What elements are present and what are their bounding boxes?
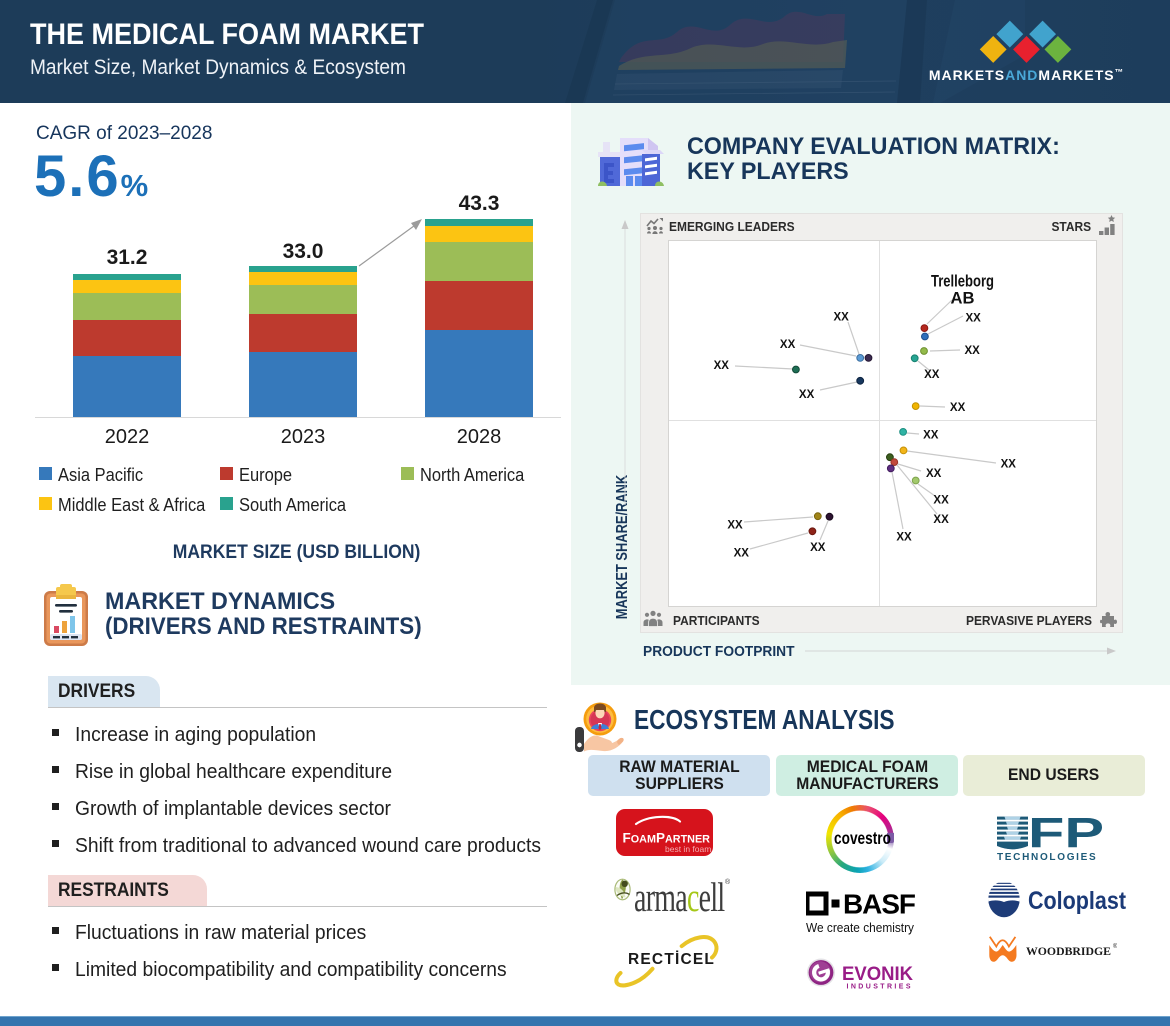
- svg-text:TECHNOLOGIES: TECHNOLOGIES: [997, 852, 1097, 862]
- svg-text:XX: XX: [780, 339, 796, 351]
- svg-text:Trelleborg: Trelleborg: [931, 272, 994, 291]
- svg-text:FP: FP: [1028, 814, 1104, 858]
- svg-text:BASF: BASF: [843, 889, 916, 920]
- svg-text:AB: AB: [951, 289, 975, 308]
- svg-text:RECTİCEL: RECTİCEL: [628, 951, 715, 968]
- svg-text:XX: XX: [834, 311, 850, 323]
- svg-text:XX: XX: [810, 542, 826, 554]
- svg-text:XX: XX: [965, 345, 981, 357]
- svg-text:XX: XX: [950, 402, 966, 414]
- svg-text:MARKETSANDMARKETS™: MARKETSANDMARKETS™: [929, 67, 1123, 83]
- svg-text:XX: XX: [933, 495, 949, 507]
- svg-text:XX: XX: [727, 520, 743, 532]
- svg-text:We create chemistry: We create chemistry: [806, 920, 914, 935]
- svg-text:XX: XX: [924, 369, 940, 381]
- svg-text:XX: XX: [923, 429, 939, 441]
- svg-text:best in foam: best in foam: [665, 844, 711, 854]
- svg-text:®: ®: [725, 878, 730, 886]
- svg-text:EVONIK: EVONIK: [842, 963, 913, 985]
- svg-text:FOAMPARTNER: FOAMPARTNER: [623, 831, 711, 846]
- svg-text:XX: XX: [714, 360, 730, 372]
- svg-text:XX: XX: [926, 468, 942, 480]
- svg-text:®: ®: [1113, 943, 1117, 950]
- svg-text:XX: XX: [799, 389, 815, 401]
- svg-text:XX: XX: [896, 532, 912, 544]
- svg-text:XX: XX: [1001, 459, 1017, 471]
- svg-text:XX: XX: [966, 312, 982, 324]
- svg-text:armacell: armacell: [634, 875, 725, 917]
- svg-text:INDUSTRIES: INDUSTRIES: [847, 984, 913, 991]
- svg-text:XX: XX: [734, 547, 750, 559]
- svg-text:Coloplast: Coloplast: [1028, 887, 1127, 915]
- svg-text:XX: XX: [933, 514, 949, 526]
- svg-text:WOODBRIDGE: WOODBRIDGE: [1026, 946, 1111, 958]
